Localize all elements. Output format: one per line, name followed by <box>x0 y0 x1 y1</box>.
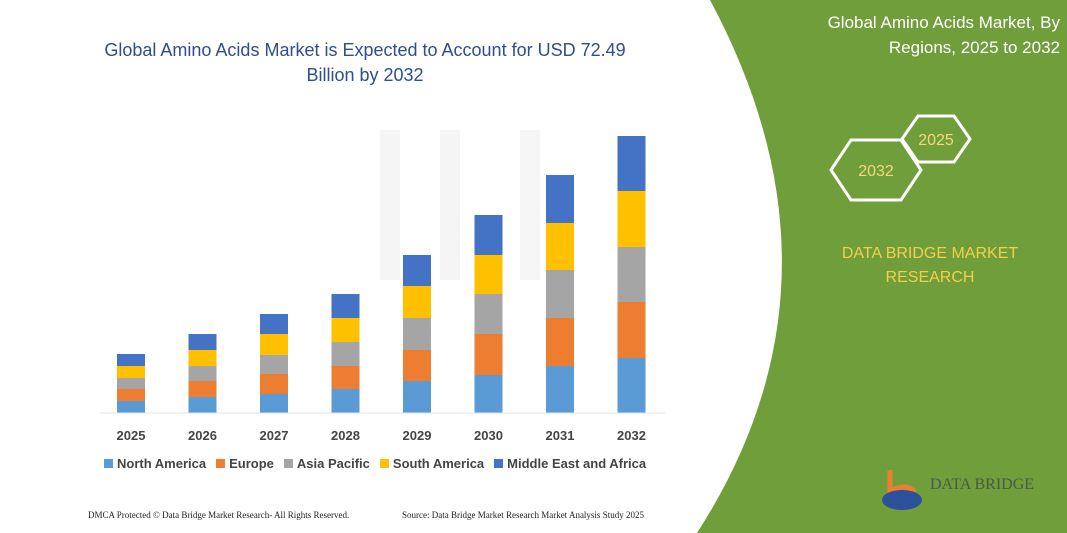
bar-2030-asia-pacific <box>474 294 503 334</box>
hex-2032-label: 2032 <box>858 163 894 180</box>
bar-2026-north-america <box>188 397 217 413</box>
legend-label: Asia Pacific <box>296 456 370 471</box>
bar-2025-asia-pacific <box>117 378 145 389</box>
bar-2025-europe <box>117 389 145 401</box>
legend-item: Middle East and Africa <box>494 456 646 471</box>
legend-label: Middle East and Africa <box>507 456 647 471</box>
bar-2031-middle-east-and-africa <box>546 175 574 223</box>
bar-2032-europe <box>617 302 646 358</box>
legend-swatch <box>283 459 293 468</box>
x-tick-2029: 2029 <box>403 428 432 443</box>
bar-2026-asia-pacific <box>188 366 217 381</box>
footer-source: Source: Data Bridge Market Research Mark… <box>402 510 644 520</box>
bar-2026-europe <box>188 381 217 397</box>
bar-2028-north-america <box>331 389 360 413</box>
bar-2028-south-america <box>331 318 360 342</box>
legend-item: Europe <box>216 456 274 471</box>
hex-2025-label: 2025 <box>918 132 954 149</box>
bar-2027-south-america <box>260 334 288 355</box>
bar-2032-north-america <box>617 358 646 413</box>
legend-swatch <box>379 459 389 468</box>
x-tick-2027: 2027 <box>260 428 289 443</box>
bar-2029-asia-pacific <box>403 318 431 350</box>
bar-2027-middle-east-and-africa <box>260 314 288 334</box>
bar-2029-north-america <box>403 381 431 413</box>
bar-2026-middle-east-and-africa <box>188 334 217 350</box>
bar-2028-middle-east-and-africa <box>331 294 360 318</box>
legend-item: South America <box>379 456 485 471</box>
legend-swatch <box>216 459 226 468</box>
legend-swatch <box>104 459 113 468</box>
bar-2032-middle-east-and-africa <box>617 136 646 191</box>
x-tick-2026: 2026 <box>188 428 217 443</box>
bar-2030-south-america <box>474 255 503 294</box>
logo-text: DATA BRIDGE <box>930 476 1035 493</box>
bar-2029-south-america <box>403 286 431 318</box>
panel-title: Global Amino Acids Market, By Regions, 2… <box>827 13 1060 57</box>
bar-2025-north-america <box>117 401 145 413</box>
bar-2030-europe <box>474 334 503 375</box>
legend-item: Asia Pacific <box>283 456 370 471</box>
x-tick-2031: 2031 <box>546 428 575 443</box>
bar-2030-north-america <box>474 375 503 413</box>
bar-2025-south-america <box>117 366 145 378</box>
x-tick-labels: 2025 2026 2027 2028 2029 2030 2031 2032 <box>117 428 646 443</box>
bar-2027-europe <box>260 374 288 394</box>
bar-2031-south-america <box>546 223 574 270</box>
x-tick-2030: 2030 <box>474 428 503 443</box>
bars <box>117 136 646 413</box>
bar-2032-asia-pacific <box>617 247 646 302</box>
bar-2031-asia-pacific <box>546 270 574 318</box>
footer-copyright: DMCA Protected © Data Bridge Market Rese… <box>88 510 350 520</box>
green-panel <box>697 0 1067 533</box>
legend-item: North America <box>104 456 206 471</box>
bar-2026-south-america <box>188 350 217 366</box>
chart-title: Global Amino Acids Market is Expected to… <box>104 40 626 85</box>
bar-2025-middle-east-and-africa <box>117 354 145 366</box>
bar-2031-europe <box>546 318 574 366</box>
x-tick-2025: 2025 <box>117 428 146 443</box>
bar-2032-south-america <box>617 191 646 247</box>
legend-label: Europe <box>229 456 274 471</box>
brand-text: DATA BRIDGE MARKET RESEARCH <box>841 245 1019 286</box>
logo-icon <box>882 470 922 510</box>
hexagon-2032 <box>829 138 923 202</box>
legend-label: North America <box>117 456 207 471</box>
legend-swatch <box>494 459 504 468</box>
bar-2031-north-america <box>546 366 574 413</box>
bar-2028-europe <box>331 366 360 389</box>
bar-2027-north-america <box>260 394 288 413</box>
watermark-logo <box>380 130 540 280</box>
bar-2029-europe <box>403 350 431 381</box>
bar-2027-asia-pacific <box>260 355 288 374</box>
bar-2029-middle-east-and-africa <box>403 255 431 286</box>
legend-label: South America <box>392 456 485 471</box>
x-tick-2032: 2032 <box>617 428 646 443</box>
legend: North America Europe Asia Pacific South Ame… <box>104 456 646 471</box>
bar-2030-middle-east-and-africa <box>474 215 503 255</box>
x-tick-2028: 2028 <box>331 428 360 443</box>
bar-2028-asia-pacific <box>331 342 360 366</box>
